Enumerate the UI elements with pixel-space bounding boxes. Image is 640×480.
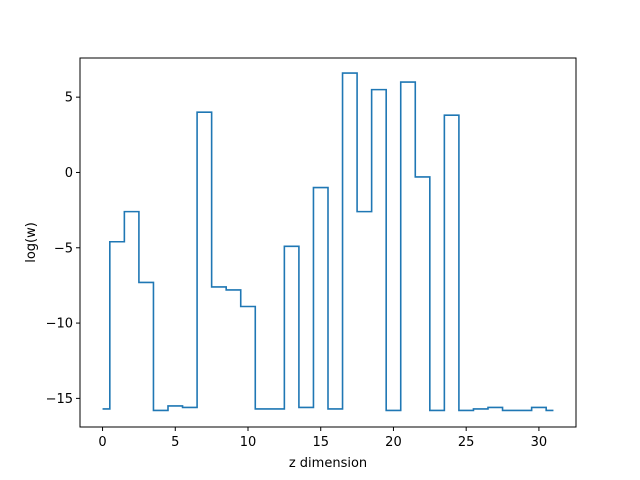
y-axis-label: log(w) bbox=[24, 222, 39, 263]
y-tick-label: 0 bbox=[65, 166, 73, 181]
x-tick-label: 25 bbox=[458, 435, 475, 450]
y-tick-label: 5 bbox=[65, 91, 73, 106]
x-axis-label: z dimension bbox=[289, 456, 367, 471]
x-tick-label: 15 bbox=[312, 435, 329, 450]
y-axis-ticks: −15 −10 −5 0 5 bbox=[46, 91, 80, 407]
x-tick-label: 30 bbox=[531, 435, 548, 450]
y-tick-label: −5 bbox=[54, 241, 73, 256]
x-axis-ticks: 0 5 10 15 20 25 30 bbox=[98, 427, 547, 450]
y-tick-label: −10 bbox=[46, 317, 73, 332]
series-layer bbox=[102, 72, 554, 412]
y-tick-label: −15 bbox=[46, 392, 73, 407]
x-tick-label: 5 bbox=[171, 435, 179, 450]
plot-frame bbox=[79, 57, 577, 428]
x-tick-label: 10 bbox=[240, 435, 257, 450]
x-tick-label: 0 bbox=[98, 435, 106, 450]
x-tick-label: 20 bbox=[385, 435, 402, 450]
series-step-line bbox=[102, 72, 554, 412]
